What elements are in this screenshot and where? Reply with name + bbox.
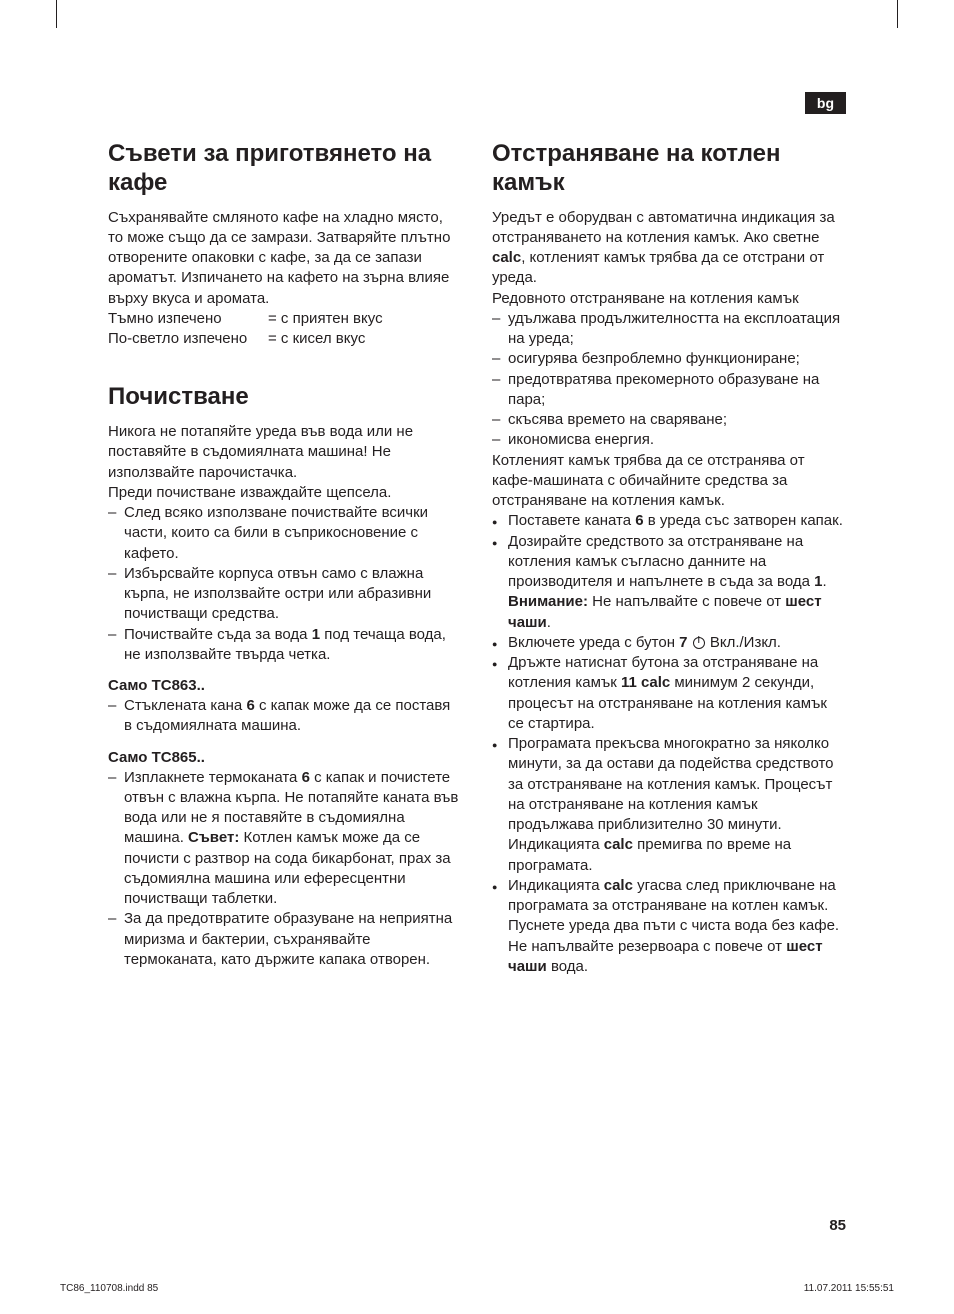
roast-value: = с кисел вкус [268,329,365,349]
paragraph: Преди почистване изваждайте щепсела. [108,483,462,503]
list-item: Дозирайте средството за отстраняване на … [492,532,846,633]
left-column: Съвети за приготвянето на кафе Съхранява… [108,140,462,1011]
list-item: икономисва енергия. [492,430,846,450]
page-content: Съвети за приготвянето на кафе Съхранява… [108,140,846,1011]
section-descaling: Отстраняване на котлен камък Уредът е об… [492,140,846,977]
roast-label: Тъмно изпечено [108,309,268,329]
section-coffee-tips: Съвети за приготвянето на кафе Съхранява… [108,140,462,349]
roast-label: По-светло изпечено [108,329,268,349]
list-item: Включете уреда с бутон 7 Вкл./Изкл. [492,633,846,653]
footer-filename: TC86_110708.indd 85 [60,1283,158,1294]
paragraph: Уредът е оборудван с автоматична индикац… [492,208,846,289]
list-item: За да предотвратите образуване на неприя… [108,909,462,970]
list-item: Дръжте натиснат бутона за отстраняване н… [492,653,846,734]
list-item: Програмата прекъсва многократно за някол… [492,734,846,876]
heading-cleaning: Почистване [108,383,462,412]
list-item: Избърсвайте корпуса отвън само с влажна … [108,564,462,625]
list-item: предотвратява прекомерното образуване на… [492,370,846,411]
list-item: Поставете каната 6 в уреда със затворен … [492,511,846,531]
cleaning-list: След всяко използване почиствайте всички… [108,503,462,665]
footer-timestamp: 11.07.2011 15:55:51 [804,1283,894,1294]
roast-row: По-светло изпечено = с кисел вкус [108,329,462,349]
crop-mark [897,0,898,28]
heading-coffee-tips: Съвети за приготвянето на кафе [108,140,462,198]
roast-row: Тъмно изпечено = с приятен вкус [108,309,462,329]
list-item: Стъклената кана 6 с капак може да се пос… [108,696,462,737]
paragraph: Никога не потапяйте уреда във вода или н… [108,422,462,483]
list-item: След всяко използване почиствайте всички… [108,503,462,564]
list-item: Почиствайте съда за вода 1 под течаща во… [108,625,462,666]
list-item: осигурява безпроблемно функциониране; [492,349,846,369]
subhead-tc863: Само TC863.. [108,677,462,694]
crop-mark [56,0,57,28]
paragraph: Редовното отстраняване на котления камък [492,289,846,309]
paragraph: Съхранявайте смляното кафе на хладно мяс… [108,208,462,309]
list-item: Индикацията calc угасва след приключване… [492,876,846,977]
list-item: удължава продължителността на експлоатац… [492,309,846,350]
tc863-list: Стъклената кана 6 с капак може да се пос… [108,696,462,737]
language-badge: bg [805,92,846,114]
roast-value: = с приятен вкус [268,309,383,329]
right-column: Отстраняване на котлен камък Уредът е об… [492,140,846,1011]
subhead-tc865: Само TC865.. [108,749,462,766]
section-cleaning: Почистване Никога не потапяйте уреда във… [108,383,462,970]
footer: TC86_110708.indd 85 11.07.2011 15:55:51 [60,1283,894,1294]
paragraph: Котленият камък трябва да се отстранява … [492,451,846,512]
roast-table: Тъмно изпечено = с приятен вкус По-светл… [108,309,462,350]
tc865-list: Изплакнете термоканата 6 с капак и почис… [108,768,462,971]
benefits-list: удължава продължителността на експлоатац… [492,309,846,451]
list-item: Изплакнете термоканата 6 с капак и почис… [108,768,462,910]
page-number: 85 [829,1217,846,1234]
power-icon [693,637,705,649]
list-item: скъсява времето на сваряване; [492,410,846,430]
heading-descaling: Отстраняване на котлен камък [492,140,846,198]
steps-list: Поставете каната 6 в уреда със затворен … [492,511,846,977]
